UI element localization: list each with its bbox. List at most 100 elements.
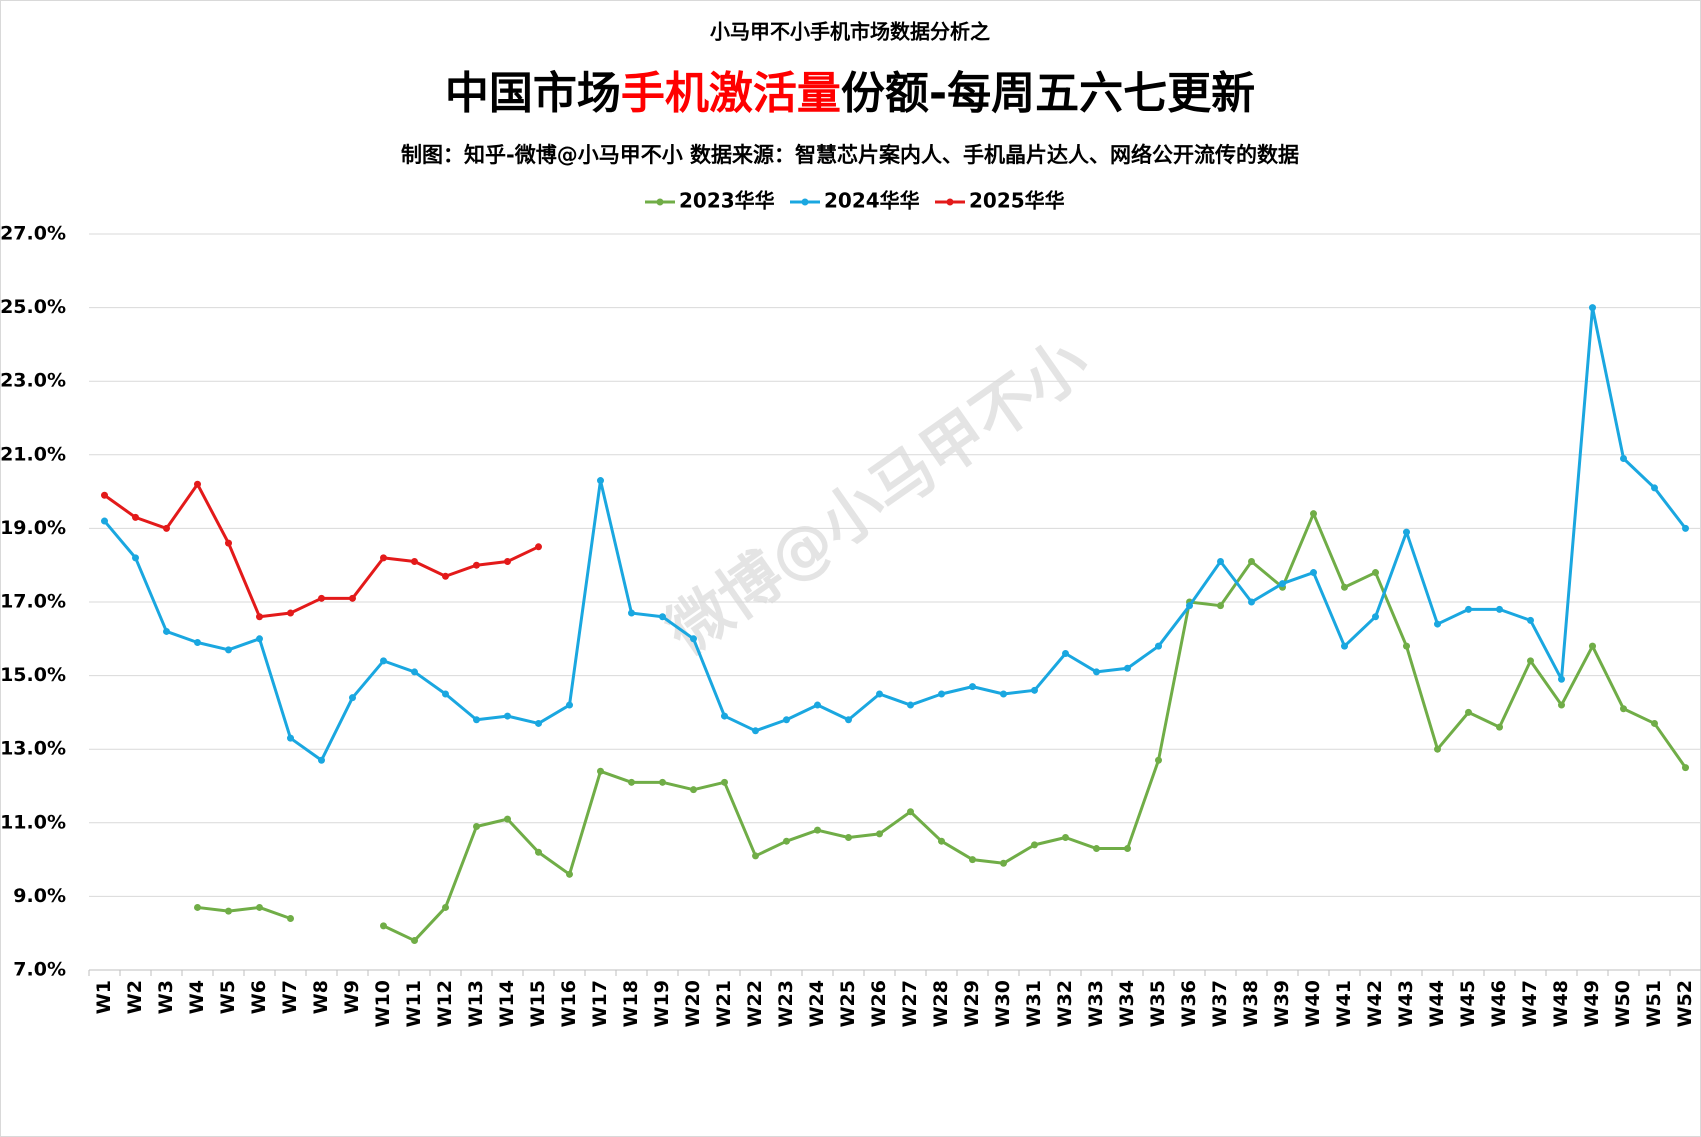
legend-marker [801,198,809,206]
point [1496,723,1503,731]
point [380,554,387,562]
x-tick-label: W40 [1302,980,1324,1027]
point [1155,642,1162,650]
point [442,690,449,698]
x-tick-label: W31 [1023,980,1045,1027]
point [1124,845,1131,853]
x-tick-label: W29 [961,980,983,1027]
point [752,727,759,735]
point [1217,558,1224,566]
point [194,480,201,488]
point [194,903,201,911]
x-tick-label: W5 [217,980,239,1014]
x-tick-label: W46 [1488,980,1510,1027]
point [690,635,697,643]
point [1403,642,1410,650]
chart-title: 中国市场手机激活量份额-每周五六七更新 [445,68,1255,119]
legend-label: 2025华华 [969,189,1065,213]
point [473,561,480,569]
x-tick-label: W48 [1550,980,1572,1027]
chart-subtitle: 制图：知乎-微博@小马甲不小 数据来源：智慧芯片案内人、手机晶片达人、网络公开流… [401,143,1299,167]
y-tick-label: 7.0% [13,959,66,981]
x-tick-label: W12 [434,980,456,1027]
point [1651,719,1658,727]
x-tick-label: W33 [1085,980,1107,1027]
x-tick-label: W13 [465,980,487,1027]
point [442,572,449,580]
x-tick-label: W10 [372,980,394,1027]
x-tick-label: W20 [682,980,704,1027]
chart-supertitle: 小马甲不小手机市场数据分析之 [710,20,990,44]
point [535,719,542,727]
title-part: 中国市场 [445,68,621,119]
point [721,712,728,720]
x-tick-label: W4 [186,980,208,1014]
point [411,937,418,945]
point [1000,859,1007,867]
point [256,903,263,911]
point [1465,708,1472,716]
point [1031,841,1038,849]
x-tick-label: W47 [1519,980,1541,1027]
legend-label: 2024华华 [824,189,920,213]
point [907,808,914,816]
point [1527,657,1534,665]
x-tick-label: W45 [1457,980,1479,1027]
x-tick-label: W39 [1271,980,1293,1027]
y-tick-label: 11.0% [0,811,66,833]
point [194,638,201,646]
point [1341,642,1348,650]
point [969,683,976,691]
point [845,716,852,724]
legend-label: 2023华华 [679,189,775,213]
point [318,756,325,764]
point [876,830,883,838]
point [349,594,356,602]
title-highlight: 手机激活量 [621,68,841,119]
point [1620,705,1627,713]
point [504,712,511,720]
x-tick-label: W28 [930,980,952,1027]
point [1124,664,1131,672]
y-tick-label: 13.0% [0,738,66,760]
point [287,609,294,617]
legend-marker [946,198,954,206]
point [1248,558,1255,566]
y-tick-label: 21.0% [0,443,66,465]
x-tick-label: W22 [744,980,766,1027]
point [938,690,945,698]
x-tick-label: W38 [1240,980,1262,1027]
point [225,646,232,654]
y-tick-label: 27.0% [0,223,66,245]
point [1589,304,1596,312]
x-tick-label: W11 [403,980,425,1027]
point [225,907,232,915]
point [101,491,108,499]
point [1682,764,1689,772]
point [1682,524,1689,532]
x-tick-label: W36 [1178,980,1200,1027]
y-tick-label: 15.0% [0,664,66,686]
point [1093,845,1100,853]
x-tick-label: W17 [589,980,611,1027]
point [1093,668,1100,676]
point [566,870,573,878]
point [938,837,945,845]
y-tick-label: 19.0% [0,517,66,539]
point [287,734,294,742]
point [814,826,821,834]
x-tick-label: W6 [248,980,270,1014]
point [969,856,976,864]
point [1527,616,1534,624]
x-tick-label: W44 [1426,980,1448,1027]
point [845,834,852,842]
point [1465,605,1472,613]
x-tick-label: W32 [1054,980,1076,1027]
x-tick-label: W34 [1116,980,1138,1027]
point [225,539,232,547]
x-tick-label: W1 [93,980,115,1014]
x-tick-label: W7 [279,980,301,1014]
point [1062,650,1069,658]
